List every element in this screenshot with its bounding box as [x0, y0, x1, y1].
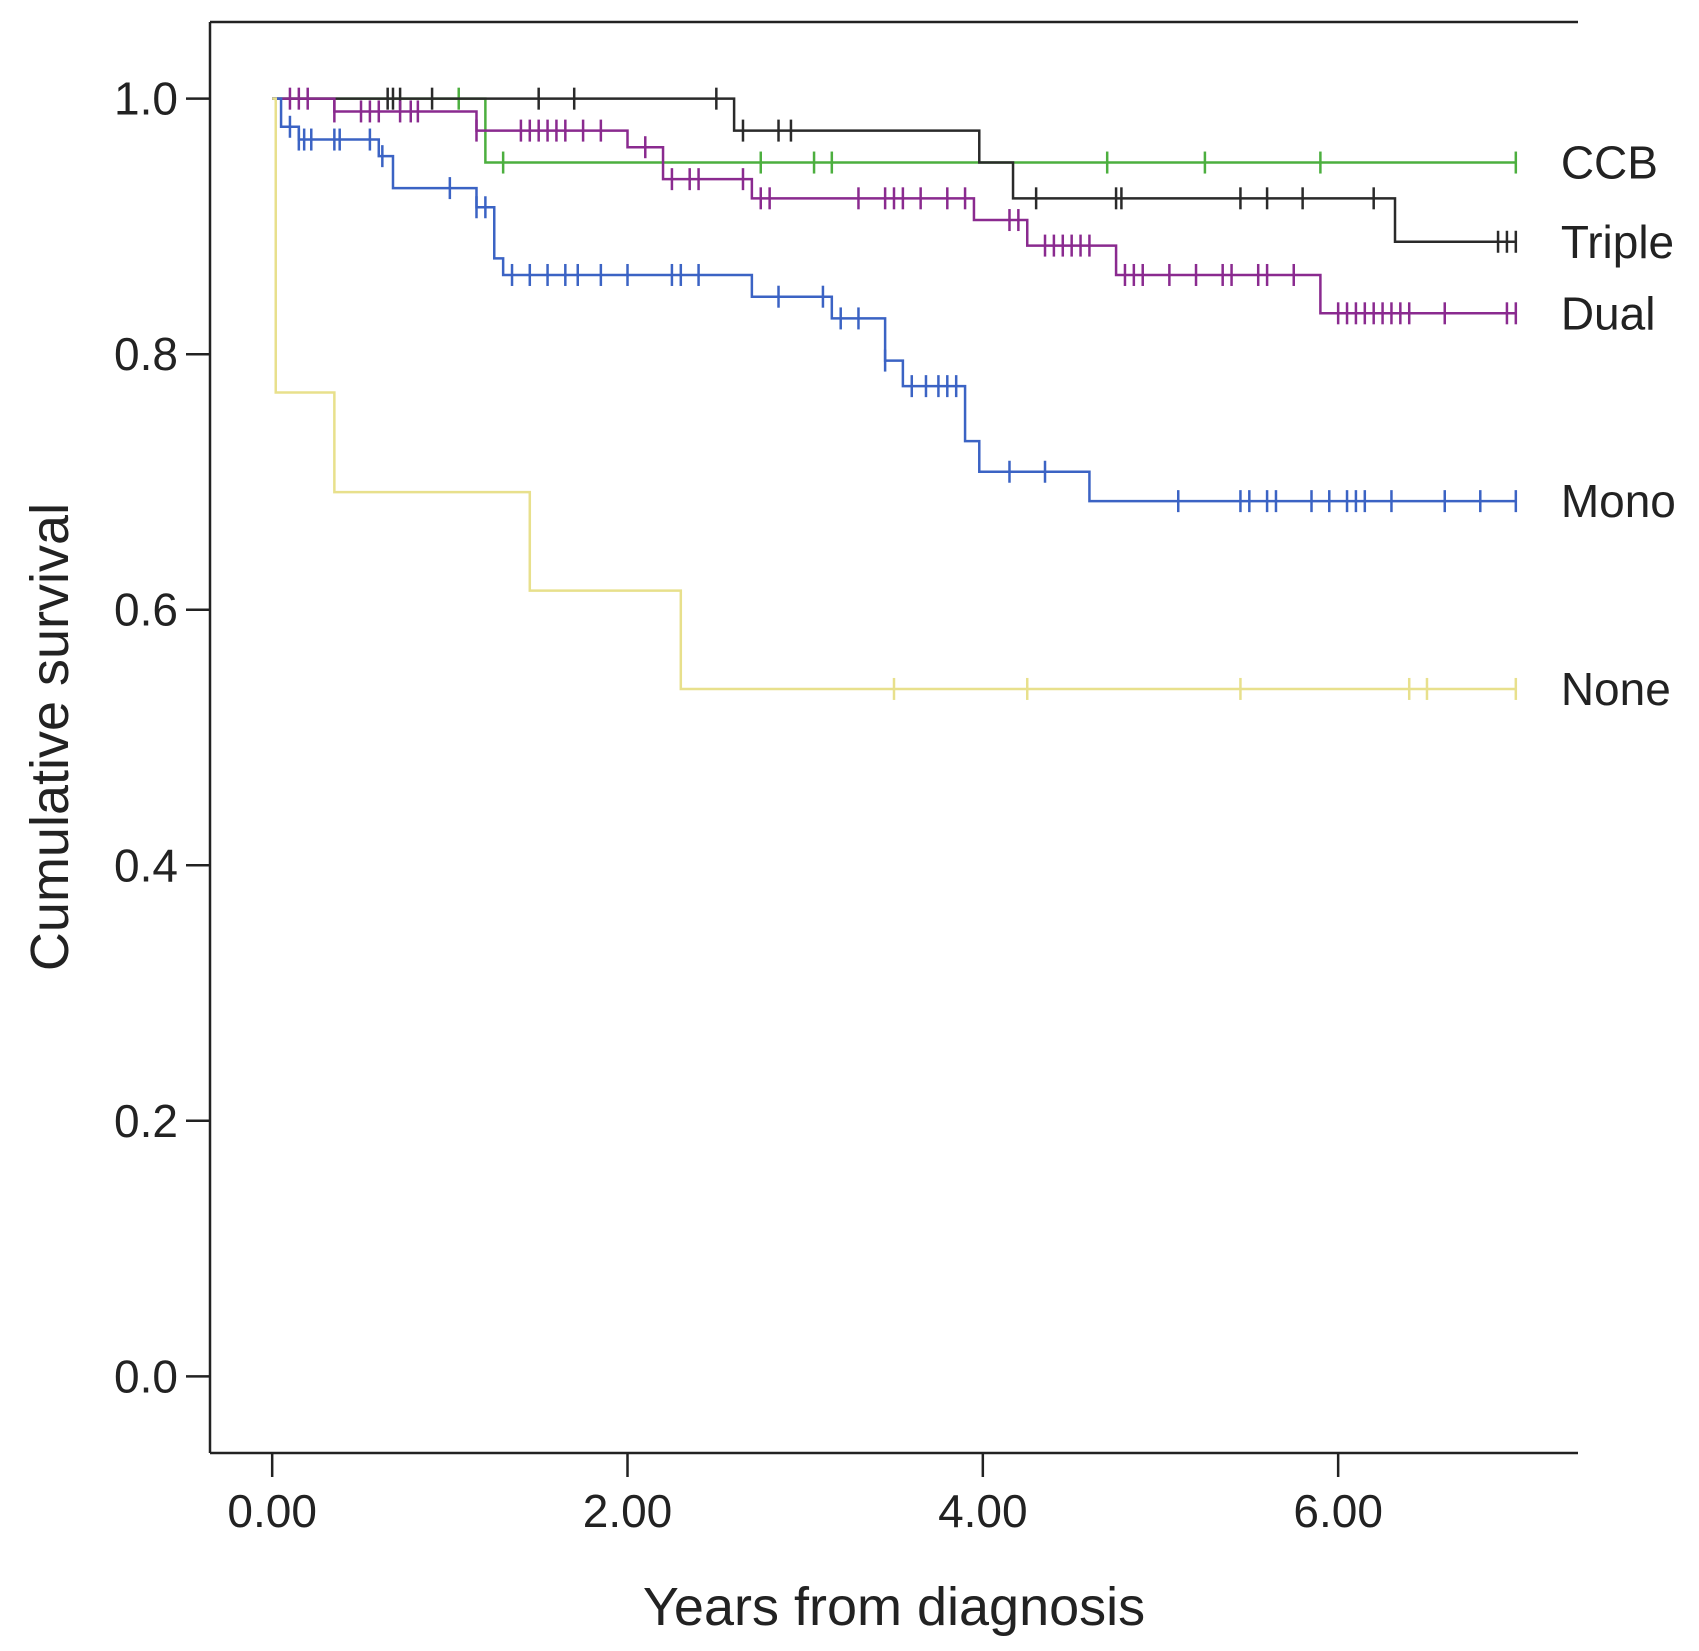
survival-curves: [272, 87, 1518, 700]
y-axis-title: Cumulative survival: [20, 503, 80, 971]
x-tick-label: 6.00: [1293, 1485, 1383, 1537]
y-tick-label: 1.0: [114, 73, 178, 125]
series-triple: [272, 87, 1518, 253]
series-dual: [272, 87, 1518, 325]
series-labels: CCB Triple Dual Mono None: [1561, 137, 1676, 715]
dual-curve: [272, 97, 1516, 315]
triple-curve: [272, 97, 1516, 244]
x-ticks: 0.00 2.00 4.00 6.00: [227, 1453, 1383, 1537]
y-tick-label: 0.6: [114, 584, 178, 636]
dual-label: Dual: [1561, 287, 1656, 339]
series-mono: [272, 97, 1518, 513]
y-tick-label: 0.8: [114, 328, 178, 380]
series-none: [272, 97, 1518, 700]
y-tick-label: 0.4: [114, 839, 178, 891]
x-tick-label: 2.00: [583, 1485, 673, 1537]
y-tick-label: 0.0: [114, 1350, 178, 1402]
x-tick-label: 0.00: [227, 1485, 317, 1537]
mono-curve: [272, 97, 1516, 503]
y-ticks: 0.0 0.2 0.4 0.6 0.8 1.0: [114, 73, 210, 1402]
ccb-label: CCB: [1561, 137, 1658, 189]
none-label: None: [1561, 663, 1671, 715]
none-curve: [272, 97, 1516, 691]
y-tick-label: 0.2: [114, 1095, 178, 1147]
triple-label: Triple: [1561, 216, 1674, 268]
mono-label: Mono: [1561, 475, 1676, 527]
x-axis-title: Years from diagnosis: [643, 1577, 1145, 1637]
axes: [208, 20, 1578, 1455]
x-tick-label: 4.00: [938, 1485, 1028, 1537]
